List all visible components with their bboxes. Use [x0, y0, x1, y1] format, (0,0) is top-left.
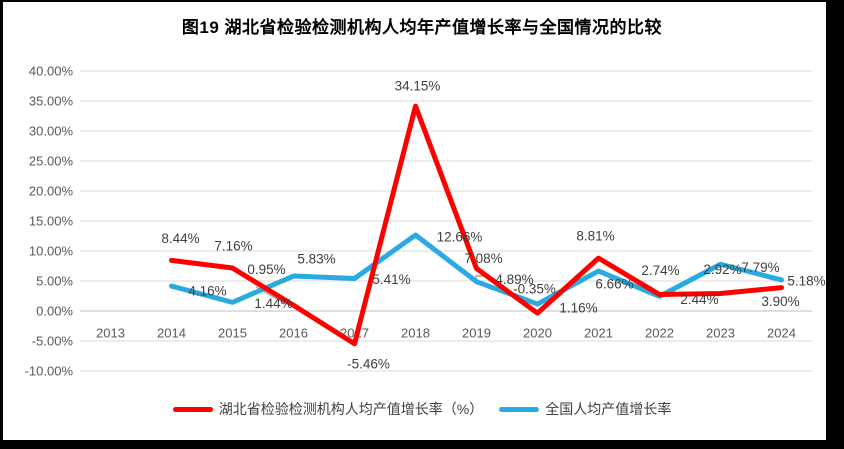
legend-label-national: 全国人均产值增长率 — [545, 401, 672, 417]
x-axis-tick-label: 2020 — [523, 326, 552, 341]
x-axis-tick-label: 2015 — [218, 326, 247, 341]
legend-item-hubei: 湖北省检验检测机构人均产值增长率（%） — [172, 399, 484, 419]
legend-line-marker-blue — [499, 406, 540, 412]
data-label: -5.46% — [347, 356, 390, 371]
data-label: 4.16% — [188, 284, 226, 299]
x-axis-tick-label: 2021 — [584, 326, 613, 341]
data-label: 2.74% — [641, 263, 679, 278]
data-label: 4.89% — [495, 272, 533, 287]
data-label: 7.08% — [464, 251, 502, 266]
data-label: 8.81% — [576, 229, 614, 244]
data-label: 8.44% — [161, 231, 199, 246]
y-axis-tick-label: 20.00% — [29, 184, 74, 199]
data-label: -0.35% — [513, 282, 556, 297]
y-axis-tick-label: 25.00% — [29, 154, 74, 169]
data-label: 2.44% — [680, 292, 718, 307]
data-label: 34.15% — [395, 79, 441, 94]
x-axis-tick-label: 2018 — [401, 326, 430, 341]
y-axis-tick-label: 30.00% — [29, 124, 74, 139]
data-label: 3.90% — [761, 294, 799, 309]
data-label: 0.95% — [247, 262, 285, 277]
series-line-hubei — [169, 103, 784, 347]
series-line-national — [169, 232, 784, 307]
x-axis-tick-label: 2023 — [706, 326, 735, 341]
data-label: 5.41% — [372, 272, 410, 287]
y-axis-tick-label: 10.00% — [29, 244, 74, 259]
y-axis-tick-label: -5.00% — [32, 334, 74, 349]
data-label: 12.66% — [437, 230, 483, 245]
data-label: 7.16% — [214, 239, 252, 254]
x-axis-tick-label: 2022 — [645, 326, 674, 341]
data-label: 1.44% — [254, 296, 292, 311]
data-label: 6.66% — [595, 277, 633, 292]
x-axis-tick-label: 2013 — [96, 326, 125, 341]
x-axis-tick-label: 2024 — [767, 326, 796, 341]
legend-item-national: 全国人均产值增长率 — [499, 399, 671, 419]
y-axis-tick-label: 5.00% — [36, 274, 73, 289]
y-axis-tick-label: 35.00% — [29, 94, 74, 109]
x-axis-tick-label: 2019 — [462, 326, 491, 341]
x-axis-tick-label: 2014 — [157, 326, 186, 341]
x-axis-tick-label: 2016 — [279, 326, 308, 341]
data-label: 2.92% — [703, 262, 741, 277]
y-axis-tick-label: 15.00% — [29, 214, 74, 229]
data-label: 7.79% — [741, 260, 779, 275]
y-axis-tick-label: 40.00% — [29, 64, 74, 79]
y-axis-tick-label: -10.00% — [25, 364, 74, 379]
legend-line-marker-red — [172, 406, 213, 412]
data-label: 5.18% — [787, 273, 825, 288]
data-label: 1.16% — [559, 301, 597, 316]
chart-legend: 湖北省检验检测机构人均产值增长率（%） 全国人均产值增长率 — [0, 399, 844, 419]
chart-title: 图19 湖北省检验检测机构人均年产值增长率与全国情况的比较 — [181, 18, 663, 37]
legend-label-hubei: 湖北省检验检测机构人均产值增长率（%） — [218, 401, 484, 417]
y-axis-tick-label: 0.00% — [36, 304, 73, 319]
data-label: 5.83% — [297, 252, 335, 267]
